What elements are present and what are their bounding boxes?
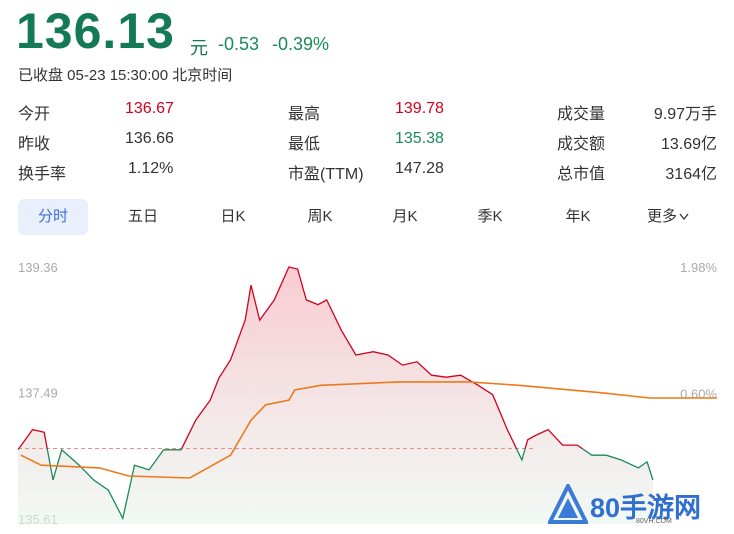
stat-label: 昨收 [18,136,51,153]
stat-value: 147.28 [395,160,444,177]
currency-unit: 元 [190,38,208,58]
stat-label: 成交额 [557,136,606,153]
y2-tick-label: 0.60% [680,386,717,401]
percent-change: -0.39% [272,34,330,54]
period-tab[interactable]: 五日 [127,208,158,225]
stat-label: 今开 [18,106,51,123]
stat-value: 136.67 [125,100,174,117]
period-tab[interactable]: 月K [392,208,418,225]
stat-label: 最高 [288,106,321,123]
stat-value: 13.69亿 [660,136,717,153]
watermark-url: 80VH.COM [636,518,672,525]
stat-value: 139.78 [395,100,444,117]
market-status: 已收盘 05-23 15:30:00 北京时间 [18,67,233,84]
stat-label: 市盈(TTM) [288,166,364,183]
y-tick-label: 137.49 [18,386,58,401]
stat-label: 最低 [288,136,321,153]
price-line [17,266,654,521]
watermark-logo: 80手游网 [590,493,702,523]
stat-value: 3164亿 [665,166,717,183]
y2-tick-label: 1.98% [680,260,717,275]
period-tab[interactable]: 分时 [18,199,88,235]
stat-label: 换手率 [18,166,67,183]
stat-value: 136.66 [125,130,174,147]
last-price: 136.13 [16,3,175,59]
period-tab[interactable]: 季K [477,208,503,225]
period-tab[interactable]: 更多 [633,199,703,235]
stat-label: 成交量 [557,106,606,123]
period-tab[interactable]: 年K [565,208,591,225]
period-tab[interactable]: 周K [307,208,333,225]
price-change: -0.53 [218,34,260,54]
average-line [20,381,717,479]
stat-value: 1.12% [128,160,174,177]
stat-value: 135.38 [395,130,444,147]
stat-label: 总市值 [557,166,606,183]
chevron-icon [679,213,689,221]
watermark-icon [548,484,588,524]
stat-value: 9.97万手 [653,106,717,123]
y-tick-label: 139.36 [18,260,58,275]
price-area [18,267,653,524]
period-tab[interactable]: 日K [220,208,246,225]
